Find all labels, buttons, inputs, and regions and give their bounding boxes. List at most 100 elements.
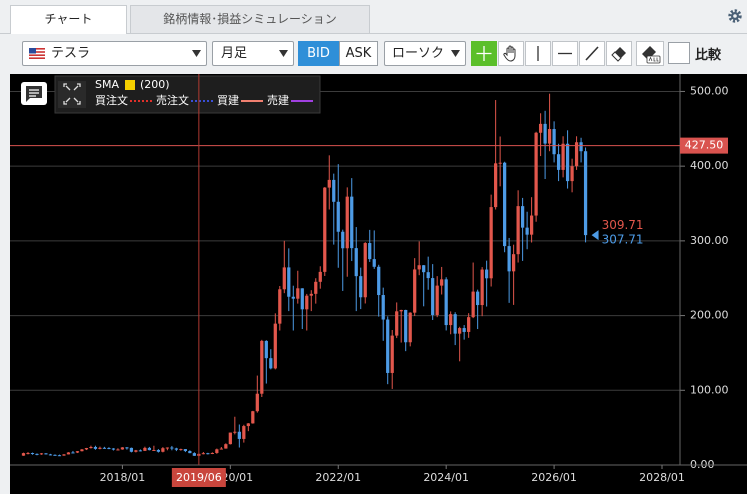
candle-body — [93, 446, 98, 449]
chart-type-select[interactable]: ローソク — [384, 41, 466, 66]
x-tick-label: 2024/01 — [423, 471, 469, 484]
candle-body — [62, 454, 66, 456]
candle-body — [574, 142, 579, 167]
candle-body — [538, 123, 543, 133]
candle-body — [345, 196, 349, 249]
tab-info[interactable]: 銘柄情報･損益シミュレーション — [130, 5, 370, 33]
x-tick-label: 2028/01 — [639, 471, 685, 484]
candle-body — [129, 447, 134, 452]
trend-icon — [585, 46, 599, 61]
candle-body — [498, 162, 502, 164]
candle-body — [156, 449, 161, 452]
candle-body — [440, 279, 444, 286]
candle-body — [224, 444, 228, 449]
candle-body — [120, 447, 125, 450]
candle-body — [255, 393, 259, 412]
candle-body — [84, 448, 89, 450]
vertical-line-tool[interactable] — [525, 41, 551, 66]
hand-icon — [503, 45, 516, 62]
ask-button[interactable]: ASK — [339, 41, 378, 66]
candle-body — [39, 453, 44, 455]
y-tick-label: 200.00 — [690, 309, 729, 322]
candle-body — [480, 269, 484, 306]
candle-body — [107, 448, 111, 450]
candle-body — [363, 243, 367, 298]
eraser-all-tool[interactable] — [636, 41, 664, 66]
candle-body — [282, 267, 286, 290]
candle-body — [444, 279, 448, 326]
bid-label: 307.71 — [602, 233, 644, 247]
candle-body — [143, 447, 147, 451]
candle-body — [21, 453, 26, 456]
chart: 0.00100.00200.00300.00400.00500.002018/0… — [10, 74, 747, 494]
candle-body — [404, 309, 408, 343]
chart-type: ローソク — [392, 46, 445, 61]
hline-label-box — [680, 137, 728, 154]
candle-body — [503, 162, 507, 247]
candle-body — [278, 289, 282, 324]
candle-body — [422, 265, 426, 273]
symbol-select[interactable]: テスラ — [22, 41, 207, 66]
candle-body — [426, 272, 430, 279]
candle-body — [462, 328, 466, 332]
candle-body — [242, 426, 246, 439]
horizontal-line-tool[interactable] — [552, 41, 578, 66]
dropdown-arrow — [279, 50, 288, 57]
candle-body — [71, 452, 75, 454]
candle-body — [413, 269, 417, 313]
candle-body — [125, 447, 129, 449]
eraser-icon — [611, 47, 626, 62]
candle-body — [66, 452, 71, 455]
candle-body — [309, 293, 313, 296]
eraser-tool[interactable] — [606, 41, 632, 66]
y-tick-label: 300.00 — [690, 234, 729, 247]
bid-marker — [591, 230, 599, 241]
candle-body — [57, 455, 62, 457]
expand-button[interactable] — [58, 81, 86, 108]
timeframe: 月足 — [221, 46, 248, 61]
settings-icon[interactable] — [727, 8, 743, 24]
bid-button[interactable]: BID — [298, 41, 339, 66]
candle-body — [152, 449, 156, 451]
candle-body — [529, 215, 534, 235]
candle-body — [215, 449, 219, 453]
crosshair-tool[interactable] — [471, 41, 497, 66]
candle-body — [111, 448, 116, 450]
candle-body — [408, 312, 412, 343]
candle-body — [89, 446, 93, 449]
candle-body — [485, 269, 489, 279]
candle-body — [264, 340, 268, 359]
compare-checkbox[interactable] — [668, 42, 690, 64]
candle-body — [102, 447, 107, 449]
candle-body — [116, 449, 120, 451]
candle-body — [305, 295, 309, 310]
candle-body — [583, 151, 588, 236]
order-legend-label: 買注文 — [95, 93, 128, 107]
y-tick-label: 500.00 — [690, 84, 729, 97]
candle-body — [489, 207, 493, 279]
timeframe-select[interactable]: 月足 — [212, 41, 294, 66]
tab-chart[interactable]: チャート — [10, 5, 127, 34]
candle-body — [494, 163, 498, 208]
candle-body — [170, 447, 174, 449]
candle-body — [246, 423, 250, 427]
candle-body — [300, 288, 304, 310]
comment-button[interactable] — [21, 82, 47, 105]
candle-body — [471, 291, 475, 318]
candle-body — [336, 201, 340, 232]
candle-body — [260, 340, 264, 394]
trend-line-tool[interactable] — [579, 41, 605, 66]
dropdown-arrow — [451, 50, 460, 57]
hand-tool[interactable] — [498, 41, 524, 66]
x-tick-label: 2018/01 — [100, 471, 146, 484]
candle-body — [552, 129, 556, 155]
indicator-swatch — [125, 80, 135, 90]
candle-body — [287, 267, 291, 297]
candle-body — [296, 288, 300, 299]
candle-body — [386, 319, 390, 373]
candle-body — [556, 154, 561, 170]
candle-body — [273, 323, 277, 369]
crosshair-icon — [476, 46, 492, 61]
